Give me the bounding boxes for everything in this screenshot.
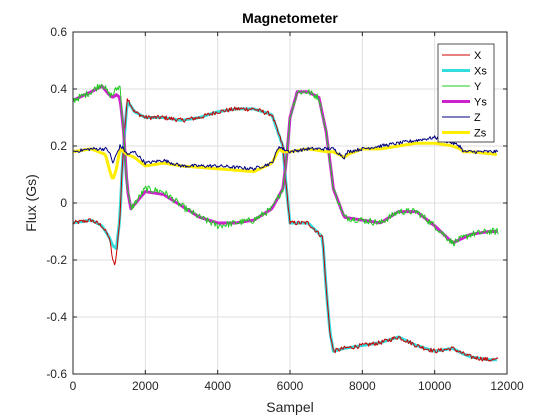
x-tick-label: 10000	[418, 379, 452, 393]
x-tick-label: 4000	[204, 379, 231, 393]
series-line-zs	[72, 141, 497, 180]
y-tick-label: -0.4	[46, 310, 67, 324]
y-tick-label: -0.6	[46, 367, 67, 381]
x-tick-label: 2000	[132, 379, 159, 393]
tick-layer: 0 2000 4000 6000 8000 10000 12000 -0.6 -0.4 -0.2 0…	[46, 25, 524, 393]
x-tick-label: 0	[70, 379, 77, 393]
y-tick-label: 0	[60, 196, 67, 210]
series-line-x	[72, 98, 499, 362]
x-axis-label: Sampel	[266, 399, 313, 415]
legend-label-z: Z	[474, 112, 481, 124]
chart-title: Magnetometer	[242, 10, 338, 26]
y-axis-label: Flux (Gs)	[23, 174, 39, 232]
x-tick-label: 6000	[277, 379, 304, 393]
legend-label-xs: Xs	[474, 66, 487, 78]
x-tick-label: 8000	[349, 379, 376, 393]
y-tick-label: 0.2	[50, 139, 67, 153]
y-tick-label: -0.2	[46, 253, 67, 267]
grid-lines	[73, 32, 507, 374]
legend: X Xs Y Ys Z Zs	[437, 43, 495, 143]
x-tick-label: 12000	[490, 379, 524, 393]
series-line-y	[72, 83, 499, 247]
legend-label-zs: Zs	[474, 128, 487, 140]
legend-label-x: X	[474, 50, 482, 62]
series-line-z	[72, 135, 499, 171]
series-layer	[72, 83, 499, 362]
legend-label-ys: Ys	[474, 97, 487, 109]
y-tick-label: 0.6	[50, 25, 67, 39]
y-tick-label: 0.4	[50, 82, 67, 96]
legend-box	[437, 43, 495, 143]
legend-label-y: Y	[474, 81, 482, 93]
